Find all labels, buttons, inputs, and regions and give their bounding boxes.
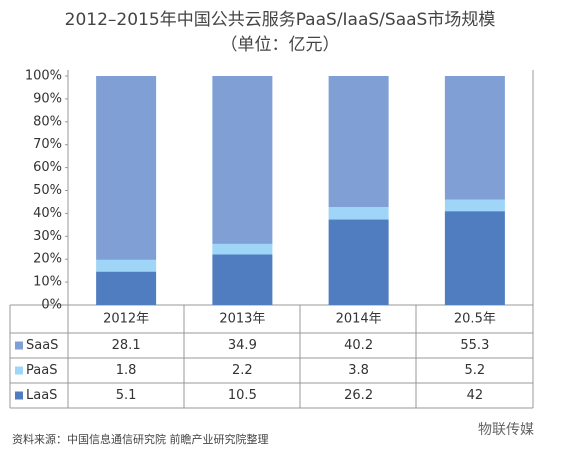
bar-segment	[212, 243, 273, 255]
source-note: 资料来源：中国信息通信研究院 前瞻产业研究院整理	[12, 432, 269, 446]
table-value: 42	[467, 388, 484, 403]
legend-label: PaaS	[26, 363, 57, 378]
y-tick-label: 20%	[33, 252, 62, 267]
bar-segment	[444, 211, 505, 305]
table-value: 3.8	[348, 363, 369, 378]
table-value: 26.2	[344, 388, 373, 403]
y-tick-label: 10%	[33, 275, 62, 290]
legend-label: LaaS	[26, 388, 57, 403]
y-tick-label: 100%	[25, 69, 62, 84]
bar-segment	[444, 76, 505, 200]
table-value: 34.9	[228, 338, 257, 353]
table-value: 40.2	[344, 338, 373, 353]
bar-segment	[328, 76, 389, 208]
bar-segment	[96, 271, 157, 305]
y-tick-label: 0%	[41, 298, 62, 313]
x-tick-label: 20.5年	[454, 312, 496, 327]
legend-swatch	[15, 391, 23, 400]
y-tick-label: 90%	[33, 91, 62, 106]
y-tick-label: 70%	[33, 137, 62, 152]
bar-segment	[328, 219, 389, 305]
bar-segment	[96, 76, 157, 260]
chart-title: 2012–2015年中国公共云服务PaaS/IaaS/SaaS市场规模	[65, 10, 496, 30]
bar-segment	[96, 259, 157, 272]
table-value: 55.3	[460, 338, 489, 353]
bar-segment	[444, 199, 505, 212]
watermark: 物联传媒	[478, 422, 534, 438]
table-value: 5.1	[116, 388, 137, 403]
y-tick-label: 30%	[33, 229, 62, 244]
y-tick-label: 80%	[33, 114, 62, 129]
chart-subtitle: （单位：亿元）	[221, 35, 340, 55]
table-value: 5.2	[465, 363, 486, 378]
table-value: 1.8	[116, 363, 137, 378]
table-value: 2.2	[232, 363, 253, 378]
table-value: 10.5	[228, 388, 257, 403]
bar-segment	[212, 254, 273, 305]
y-tick-label: 60%	[33, 160, 62, 175]
bar-segment	[212, 76, 273, 244]
bar-segment	[328, 207, 389, 220]
legend-label: SaaS	[26, 338, 58, 353]
x-tick-label: 2014年	[336, 312, 382, 327]
table-value: 28.1	[112, 338, 141, 353]
x-tick-label: 2012年	[103, 312, 149, 327]
x-tick-label: 2013年	[219, 312, 265, 327]
y-tick-label: 40%	[33, 206, 62, 221]
legend-swatch	[15, 366, 23, 375]
y-tick-label: 50%	[33, 183, 62, 198]
legend-swatch	[15, 341, 23, 350]
